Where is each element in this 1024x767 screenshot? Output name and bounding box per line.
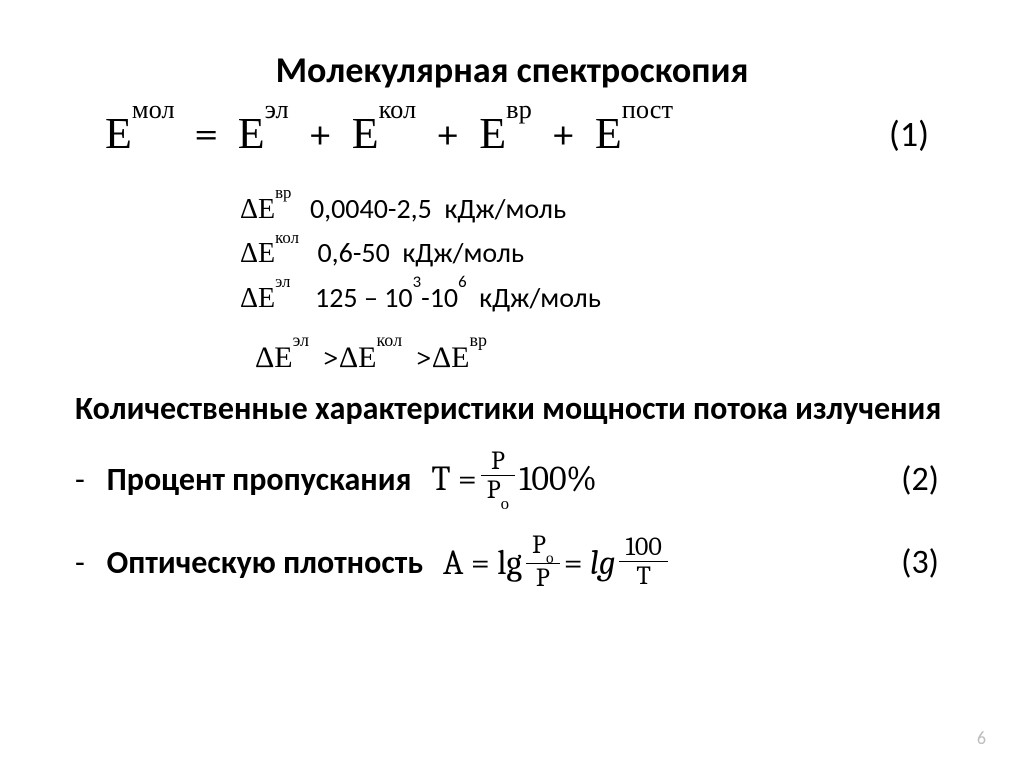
eq2-frac-den: Pо bbox=[481, 476, 515, 510]
el-value-sup1: 3 bbox=[413, 271, 422, 292]
eq2-fraction: P Pо bbox=[481, 448, 515, 510]
eq3-frac1-num: Pо bbox=[526, 532, 560, 564]
eq1-t1-sup: эл bbox=[265, 94, 289, 125]
energy-ranges: ΔЕвр 0,0040-2,5 кДж/моль ΔЕкол 0,6-50 кД… bbox=[240, 187, 949, 320]
vib-unit: кДж/моль bbox=[402, 235, 524, 270]
section-subtitle: Количественные характеристики мощности п… bbox=[75, 389, 949, 430]
item-transmittance-label-wrap: - Процент пропускания bbox=[75, 460, 411, 499]
eq3-frac2-den: T bbox=[619, 562, 667, 592]
el-unit: кДж/моль bbox=[479, 280, 601, 315]
eq3-frac2-num: 100 bbox=[619, 534, 667, 562]
rot-pre: Δ bbox=[240, 193, 258, 225]
eq3-A: A bbox=[443, 543, 463, 583]
el-base: Е bbox=[258, 282, 275, 314]
eq1-t3-sup: вр bbox=[506, 94, 532, 125]
slide: Молекулярная спектроскопия Емол = Еэл + … bbox=[0, 0, 1024, 767]
equation-1-number: (1) bbox=[889, 112, 939, 156]
el-sup: эл bbox=[275, 273, 290, 292]
ineq-a-base: Е bbox=[274, 340, 292, 375]
vib-value: 0,6-50 bbox=[317, 235, 389, 270]
range-rotational: ΔЕвр 0,0040-2,5 кДж/моль bbox=[240, 187, 949, 231]
el-value-mid: -10 bbox=[421, 280, 458, 315]
vib-sup: кол bbox=[275, 229, 299, 248]
ineq-c-base: Е bbox=[451, 340, 469, 375]
bullet-dash: - bbox=[75, 543, 89, 582]
item-transmittance-label: Процент пропускания bbox=[107, 460, 412, 499]
rot-value: 0,0040-2,5 bbox=[310, 191, 432, 226]
eq3-frac1-num-sub: о bbox=[546, 549, 554, 567]
eq1-t4-base: Е bbox=[595, 108, 622, 159]
eq3-frac1-den: P bbox=[526, 564, 560, 594]
item-transmittance-row: - Процент пропускания T = P Pо 100% (2) bbox=[75, 448, 949, 510]
eq1-lhs-sup: мол bbox=[132, 94, 175, 125]
range-vibrational: ΔЕкол 0,6-50 кДж/моль bbox=[240, 231, 949, 275]
item-absorbance-label-wrap: - Оптическую плотность bbox=[75, 543, 423, 582]
ineq-b-pre: Δ bbox=[339, 340, 358, 375]
vib-pre: Δ bbox=[240, 237, 258, 269]
eq3-fraction-1: Pо P bbox=[526, 532, 560, 593]
energy-inequality: ΔЕэл >ΔЕкол >ΔЕвр bbox=[255, 340, 949, 375]
eq3-lg2: lg bbox=[590, 543, 615, 583]
equation-3-number: (3) bbox=[901, 542, 949, 583]
eq2-tail: 100% bbox=[519, 459, 597, 499]
ineq-b-base: Е bbox=[358, 340, 376, 375]
el-value-pre: 125 – 10 bbox=[315, 280, 413, 315]
el-value-sup2: 6 bbox=[458, 271, 467, 292]
vib-base: Е bbox=[258, 237, 275, 269]
rot-unit: кДж/моль bbox=[444, 191, 566, 226]
eq3-eq2: = bbox=[564, 543, 583, 583]
eq3-fraction-2: 100 T bbox=[619, 534, 667, 592]
eq2-frac-den-sub: о bbox=[501, 495, 509, 514]
ineq-a-pre: Δ bbox=[255, 340, 274, 375]
ineq-c-pre: Δ bbox=[432, 340, 451, 375]
equation-2: T = P Pо 100% bbox=[411, 448, 901, 510]
equation-1: Емол = Еэл + Екол + Евр + Епост bbox=[85, 108, 889, 159]
range-electronic: ΔЕэл 125 – 103-106 кДж/моль bbox=[240, 276, 949, 320]
equation-1-row: Емол = Еэл + Екол + Евр + Епост (1) bbox=[85, 108, 939, 159]
eq3-eq1: = bbox=[471, 543, 490, 583]
equation-3: A = lg Pо P = lg 100 T bbox=[423, 532, 901, 593]
eq3-lg1: lg bbox=[497, 543, 522, 583]
eq1-lhs-base: Е bbox=[105, 108, 132, 159]
bullet-dash: - bbox=[75, 460, 89, 499]
item-absorbance-label: Оптическую плотность bbox=[107, 543, 423, 582]
eq1-t1-base: Е bbox=[238, 108, 265, 159]
page-number: 6 bbox=[977, 727, 986, 749]
eq1-t3-base: Е bbox=[479, 108, 506, 159]
ineq-c-sup: вр bbox=[470, 330, 488, 351]
rot-sup: вр bbox=[275, 184, 291, 203]
eq3-frac1-num-base: P bbox=[532, 530, 546, 560]
eq2-frac-num: P bbox=[481, 448, 515, 476]
eq1-t4-sup: пост bbox=[622, 94, 673, 125]
rot-base: Е bbox=[258, 193, 275, 225]
ineq-a-sup: эл bbox=[293, 330, 309, 351]
eq1-t2-base: Е bbox=[352, 108, 379, 159]
el-pre: Δ bbox=[240, 282, 258, 314]
eq1-t2-sup: кол bbox=[379, 94, 417, 125]
eq2-frac-den-base: P bbox=[487, 475, 501, 505]
ineq-b-sup: кол bbox=[376, 330, 402, 351]
item-absorbance-row: - Оптическую плотность A = lg Pо P = lg … bbox=[75, 532, 949, 593]
page-title: Молекулярная спектроскопия bbox=[75, 48, 949, 92]
eq2-eq: = bbox=[458, 459, 477, 499]
eq2-T: T bbox=[431, 459, 450, 499]
equation-2-number: (2) bbox=[901, 459, 949, 500]
